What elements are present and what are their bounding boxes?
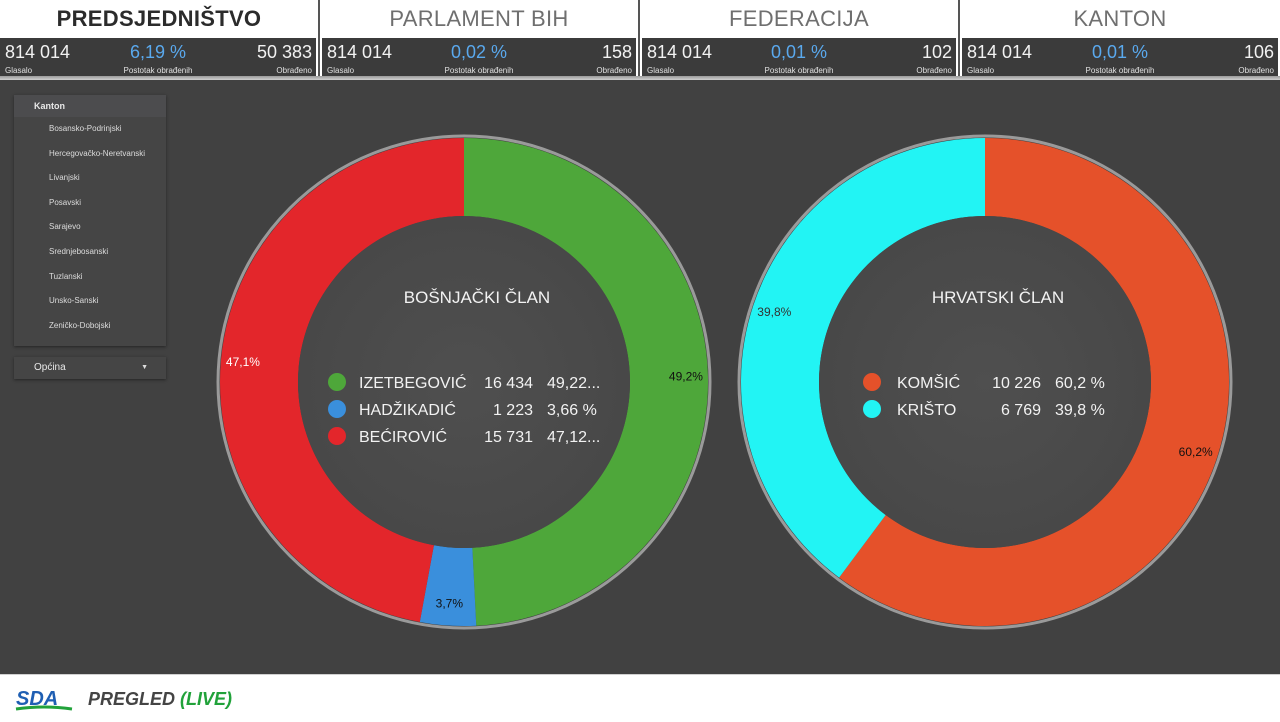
legend-percent-kristo: 39,8 % — [1055, 402, 1105, 419]
donut-chart-hrvatski-clan: 60,2% 39,8% HRVATSKI ČLAN KOMŠIĆ 10 226 60,2 … — [737, 134, 1233, 630]
processed-label: Obrađeno — [596, 66, 632, 75]
voted-label: Glasalo — [5, 66, 33, 75]
tab-stats: 0,01 % Postotak obrađenih 814 014 Glasalo … — [962, 38, 1278, 76]
tab-title[interactable]: KANTON — [1073, 6, 1167, 31]
slice-hadzikadic — [419, 545, 477, 626]
voted-label: Glasalo — [327, 66, 355, 75]
percent-processed: 0,01 % — [770, 42, 828, 62]
slice-label-izetbegovic: 49,2% — [669, 369, 703, 383]
chart-title: BOŠNJAČKI ČLAN — [404, 288, 550, 307]
kanton-item-srednjebosanski[interactable]: Srednjebosanski — [49, 246, 109, 256]
donut-charts: 49,2% 3,7% 47,1% BOŠNJAČKI ČLAN IZETBEGOVIĆ 1… — [216, 134, 1233, 630]
slice-label-hadzikadic: 3,7% — [436, 597, 464, 611]
slice-becirovic — [220, 138, 464, 622]
tab-parlament-bih[interactable]: PARLAMENT BIH 0,02 % Postotak obrađenih 8… — [320, 0, 640, 80]
kanton-item-posavski[interactable]: Posavski — [49, 197, 82, 207]
legend-dot-kristo — [863, 400, 881, 418]
voted-label: Glasalo — [647, 66, 675, 75]
tab-stats: 6,19 % Postotak obrađenih 814 014 Glasalo … — [0, 38, 316, 76]
voted-count: 814 014 — [647, 42, 713, 62]
kanton-item-sarajevo[interactable]: Sarajevo — [49, 222, 81, 232]
processed-count: 158 — [601, 42, 632, 62]
voted-count: 814 014 — [5, 42, 71, 62]
tab-stats: 0,02 % Postotak obrađenih 814 014 Glasalo … — [322, 38, 636, 76]
tab-federacija[interactable]: FEDERACIJA 0,01 % Postotak obrađenih 814 … — [640, 0, 960, 80]
kanton-item-livanjski[interactable]: Livanjski — [49, 173, 80, 183]
legend-votes-izetbegovic: 16 434 — [484, 375, 533, 392]
slice-label-becirovic: 47,1% — [226, 355, 260, 369]
processed-count: 102 — [921, 42, 952, 62]
legend-dot-becirovic — [328, 427, 346, 445]
legend-name-becirovic: BEĆIROVIĆ — [359, 427, 447, 446]
percent-processed-label: Postotak obrađenih — [1085, 66, 1155, 75]
legend-dot-izetbegovic — [328, 373, 346, 391]
slice-label-kristo: 39,8% — [757, 305, 791, 319]
kanton-item-hercegovacko-neretvanski[interactable]: Hercegovačko-Neretvanski — [49, 148, 146, 158]
legend-votes-hadzikadic: 1 223 — [493, 402, 533, 419]
processed-count: 50 383 — [256, 42, 312, 62]
processed-count: 106 — [1243, 42, 1274, 62]
tabs-divider — [0, 76, 1280, 80]
legend-votes-becirovic: 15 731 — [484, 429, 533, 446]
legend-name-komsic: KOMŠIĆ — [897, 373, 960, 392]
sda-logo: SDA — [15, 688, 73, 711]
legend-percent-becirovic: 47,12... — [547, 429, 600, 446]
percent-processed-label: Postotak obrađenih — [123, 66, 193, 75]
voted-label: Glasalo — [967, 66, 995, 75]
processed-label: Obrađeno — [916, 66, 952, 75]
kanton-item-bosansko-podrinjski[interactable]: Bosansko-Podrinjski — [49, 124, 122, 133]
footer-title: PREGLED (LIVE) — [88, 689, 232, 710]
tab-title[interactable]: FEDERACIJA — [729, 6, 869, 31]
voted-count: 814 014 — [967, 42, 1033, 62]
percent-processed-label: Postotak obrađenih — [444, 66, 514, 75]
legend-percent-komsic: 60,2 % — [1055, 375, 1105, 392]
dashboard-main: Kanton Bosansko-Podrinjski Hercegovačko-… — [0, 80, 1280, 674]
processed-label: Obrađeno — [276, 66, 312, 75]
percent-processed-label: Postotak obrađenih — [764, 66, 834, 75]
percent-processed: 6,19 % — [129, 42, 187, 62]
legend-dot-komsic — [863, 373, 881, 391]
slice-kristo — [740, 138, 985, 578]
processed-label: Obrađeno — [1238, 66, 1274, 75]
legend-name-hadzikadic: HADŽIKADIĆ — [359, 400, 456, 419]
tab-stats: 0,01 % Postotak obrađenih 814 014 Glasalo … — [642, 38, 956, 76]
opcina-label: Općina — [34, 362, 66, 373]
kanton-filter: Kanton Bosansko-Podrinjski Hercegovačko-… — [14, 95, 166, 346]
voted-count: 814 014 — [327, 42, 393, 62]
footer: SDA PREGLED (LIVE) — [0, 674, 1280, 722]
donut-center — [298, 216, 630, 548]
tab-title[interactable]: PARLAMENT BIH — [389, 6, 569, 31]
donut-center — [819, 216, 1151, 548]
legend-name-izetbegovic: IZETBEGOVIĆ — [359, 373, 467, 392]
legend-votes-komsic: 10 226 — [992, 375, 1041, 392]
slice-izetbegovic — [464, 138, 708, 626]
legend-votes-kristo: 6 769 — [1001, 402, 1041, 419]
legend-name-kristo: KRIŠTO — [897, 400, 956, 419]
chart-title: HRVATSKI ČLAN — [932, 288, 1064, 307]
opcina-dropdown[interactable]: Općina ▼ — [14, 357, 166, 379]
kanton-filter-header[interactable]: Kanton — [14, 95, 166, 117]
donut-chart-bosnjacki-clan: 49,2% 3,7% 47,1% BOŠNJAČKI ČLAN IZETBEGOVIĆ 1… — [216, 134, 712, 630]
logo-text: SDA — [16, 688, 58, 710]
tab-kanton[interactable]: KANTON 0,01 % Postotak obrađenih 814 014 G… — [960, 0, 1280, 80]
footer-title-text: PREGLED — [88, 689, 176, 709]
donut-rim — [737, 134, 1233, 630]
section-tabs: PREDSJEDNIŠTVO 6,19 % Postotak obrađenih … — [0, 0, 1280, 80]
kanton-item-zenicko-dobojski[interactable]: Zeničko-Dobojski — [49, 320, 111, 330]
kanton-item-tuzlanski[interactable]: Tuzlanski — [49, 271, 83, 281]
tab-predsjednistvo[interactable]: PREDSJEDNIŠTVO 6,19 % Postotak obrađenih … — [0, 0, 320, 80]
percent-processed: 0,01 % — [1091, 42, 1149, 62]
legend-percent-izetbegovic: 49,22... — [547, 375, 600, 392]
kanton-item-unsko-sanski[interactable]: Unsko-Sanski — [49, 296, 99, 306]
donut-rim — [216, 134, 712, 630]
slice-label-komsic: 60,2% — [1179, 445, 1213, 459]
caret-down-icon: ▼ — [141, 364, 148, 371]
live-badge: (LIVE) — [180, 689, 233, 709]
tab-title[interactable]: PREDSJEDNIŠTVO — [56, 6, 262, 31]
slice-komsic — [839, 138, 1229, 626]
legend-dot-hadzikadic — [328, 400, 346, 418]
percent-processed: 0,02 % — [450, 42, 508, 62]
legend-percent-hadzikadic: 3,66 % — [547, 402, 597, 419]
